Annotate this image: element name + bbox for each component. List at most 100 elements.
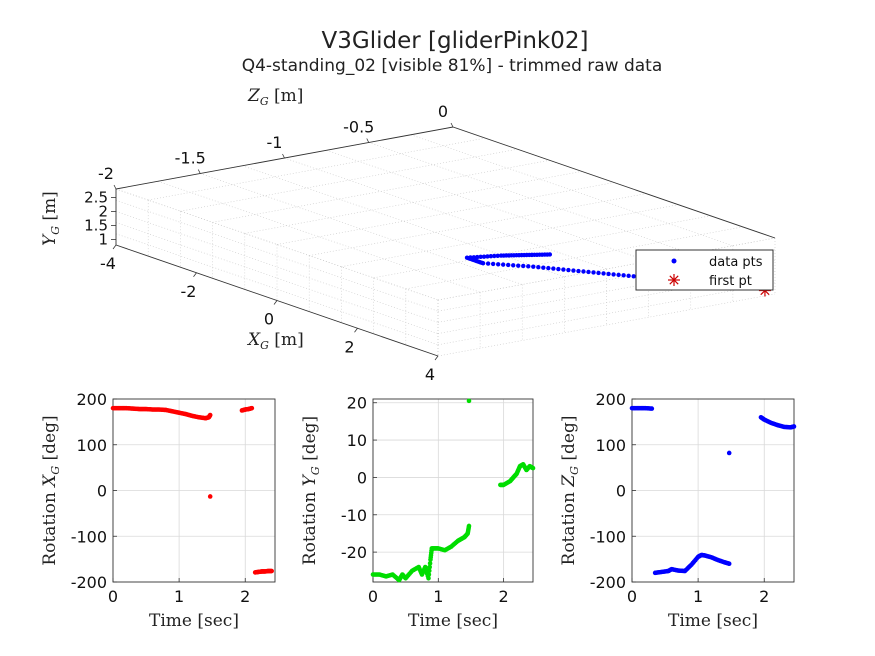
y-tick-label: 0 bbox=[616, 482, 626, 501]
data-point-3d bbox=[485, 254, 490, 259]
y-tick-label: 0 bbox=[357, 468, 367, 487]
data-point-3d bbox=[611, 272, 616, 277]
x-tick-label: 2 bbox=[759, 587, 769, 606]
data-point-3d bbox=[464, 255, 470, 260]
data-point-3d bbox=[495, 253, 500, 258]
x-tick-label: -2 bbox=[181, 282, 197, 301]
x-tick-label: 0 bbox=[264, 310, 274, 329]
data-point bbox=[426, 568, 432, 574]
y-axis-label: YG [m] bbox=[40, 191, 62, 246]
data-point bbox=[466, 398, 472, 404]
legend-marker-first-pt bbox=[668, 274, 680, 286]
legend-marker-data-pts bbox=[671, 258, 677, 264]
data-point-3d bbox=[471, 255, 477, 260]
data-point-3d bbox=[556, 266, 561, 272]
chart-rotation-x: 0 1 2 -200 -100 0 100 200 Time [sec] Rotation XG … bbox=[40, 390, 276, 631]
y-tick-label: 100 bbox=[76, 436, 107, 455]
data-point-3d bbox=[561, 267, 566, 272]
y-tick-label: -100 bbox=[590, 527, 626, 546]
y-tick-label: 100 bbox=[595, 436, 626, 455]
x-tick-label: 4 bbox=[425, 365, 435, 384]
data-point-3d bbox=[601, 271, 606, 276]
data-point-3d bbox=[606, 271, 611, 277]
data-point-3d bbox=[492, 253, 497, 259]
data-point bbox=[207, 494, 213, 499]
legend: data pts first pt bbox=[635, 249, 774, 291]
data-point-3d bbox=[481, 254, 487, 259]
data-point-3d bbox=[626, 273, 631, 279]
data-point bbox=[426, 572, 432, 577]
data-point bbox=[466, 523, 472, 529]
x-axis-label: XG [m] bbox=[246, 330, 304, 352]
data-point-3d bbox=[586, 269, 591, 275]
data-point-3d bbox=[468, 255, 473, 260]
data-point-3d bbox=[478, 254, 483, 260]
plot-area bbox=[373, 399, 533, 582]
data-point-3d bbox=[591, 270, 596, 275]
x-tick-label: 2 bbox=[499, 587, 509, 606]
y-tick-label: 20 bbox=[347, 394, 367, 413]
chart-rotation-y: 0 1 2 -20 -10 0 10 20 Time [sec] Rotation YG [deg… bbox=[300, 394, 536, 631]
data-point-3d bbox=[631, 274, 636, 279]
data-point bbox=[726, 450, 732, 456]
y-tick-label: 2.5 bbox=[84, 188, 108, 206]
data-point-3d bbox=[616, 272, 621, 278]
y-tick-label: 200 bbox=[595, 390, 626, 409]
x-axis-label: Time [sec] bbox=[668, 611, 758, 631]
legend-label-data-pts: data pts bbox=[709, 255, 763, 270]
x-tick-label: 1 bbox=[174, 587, 184, 606]
y-tick-label: 1 bbox=[98, 230, 108, 248]
data-point bbox=[649, 406, 655, 411]
y-tick-label: -20 bbox=[341, 543, 367, 562]
axes-frame bbox=[372, 398, 534, 583]
data-point bbox=[427, 564, 432, 570]
data-point bbox=[791, 424, 797, 429]
z-tick-label: -2 bbox=[98, 164, 114, 183]
y-tick-label: -10 bbox=[341, 506, 367, 525]
y-tick-label: 10 bbox=[347, 431, 367, 450]
data-point-3d bbox=[488, 254, 494, 259]
x-tick-label: 2 bbox=[344, 337, 354, 356]
figure-title: V3Glider [gliderPink02] bbox=[322, 28, 589, 54]
z-tick-label: 0 bbox=[438, 102, 448, 121]
data-point-3d bbox=[526, 264, 531, 269]
data-point-3d bbox=[495, 262, 501, 267]
y-tick-label: 1.5 bbox=[84, 216, 108, 234]
data-point-3d bbox=[511, 263, 516, 268]
y-tick-label: -100 bbox=[71, 527, 107, 546]
x-tick-label: 1 bbox=[693, 587, 703, 606]
x-tick-label: 1 bbox=[433, 587, 443, 606]
z-axis-label: ZG [m] bbox=[247, 86, 303, 108]
data-point-3d bbox=[531, 264, 536, 269]
y-tick-label: 2 bbox=[98, 202, 108, 220]
x-axis-label: Time [sec] bbox=[408, 611, 498, 631]
data-point-3d bbox=[547, 252, 553, 257]
data-point bbox=[249, 405, 255, 411]
chart-rotation-z: 0 1 2 -200 -100 0 100 200 Time [sec] Rotation ZG … bbox=[559, 390, 797, 631]
data-point-3d bbox=[621, 273, 626, 278]
data-point-3d bbox=[541, 265, 546, 270]
y-tick-label: -200 bbox=[71, 573, 107, 592]
legend-box bbox=[635, 249, 774, 291]
data-point bbox=[530, 465, 536, 471]
x-axis-label: Time [sec] bbox=[149, 611, 239, 631]
y-axis-label: Rotation ZG [deg] bbox=[559, 416, 581, 566]
data-point-3d bbox=[546, 265, 551, 271]
data-point-3d bbox=[581, 269, 586, 274]
x-tick-label: 0 bbox=[368, 587, 378, 606]
data-point-3d bbox=[521, 263, 526, 269]
data-point-3d bbox=[506, 262, 511, 268]
y-tick-label: -200 bbox=[590, 573, 626, 592]
y-axis-label: Rotation XG [deg] bbox=[40, 415, 62, 565]
data-point-3d bbox=[516, 263, 521, 268]
x-tick-label: 0 bbox=[627, 587, 637, 606]
data-point bbox=[726, 561, 732, 566]
data-point-3d bbox=[485, 261, 491, 266]
data-point bbox=[427, 561, 433, 566]
x-tick-label: 0 bbox=[108, 587, 118, 606]
legend-label-first-pt: first pt bbox=[709, 274, 752, 289]
z-tick-label: -0.5 bbox=[343, 118, 374, 137]
